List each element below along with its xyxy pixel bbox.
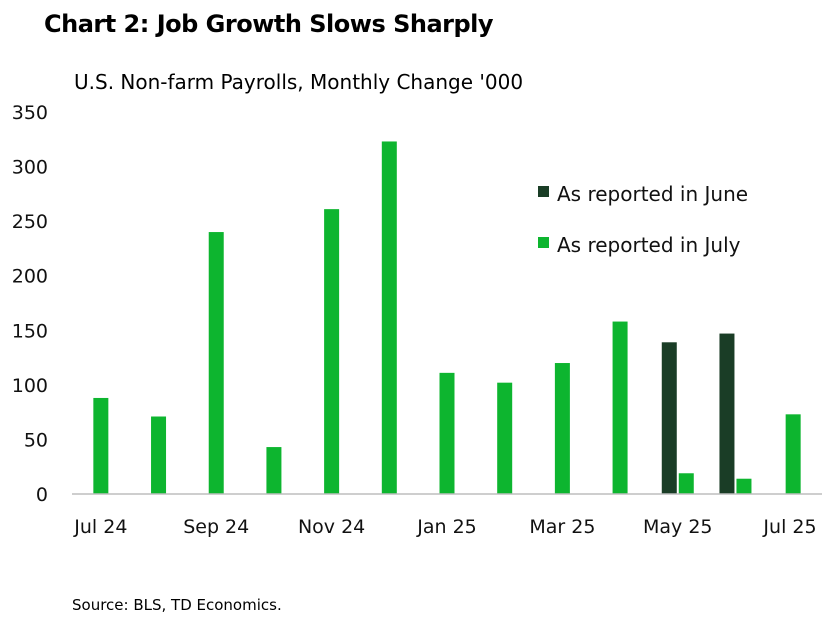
bar-july-sep-24 bbox=[208, 232, 224, 495]
bar-july-aug-24 bbox=[151, 416, 167, 494]
bar-july-jul-24 bbox=[93, 397, 109, 494]
bar-june-may-25 bbox=[661, 342, 677, 494]
y-tick-label: 50 bbox=[24, 429, 48, 451]
x-tick-label: Nov 24 bbox=[298, 516, 365, 538]
bar-july-may-25 bbox=[678, 473, 694, 494]
bar-july-nov-24 bbox=[324, 209, 340, 494]
legend-swatch bbox=[538, 186, 549, 197]
bar-july-oct-24 bbox=[266, 447, 282, 494]
bar-july-jan-25 bbox=[439, 372, 455, 494]
legend-swatch bbox=[538, 237, 549, 248]
chart-title: Chart 2: Job Growth Slows Sharply bbox=[44, 10, 494, 38]
bar-june-jun-25 bbox=[719, 333, 735, 494]
y-tick-label: 200 bbox=[12, 266, 48, 288]
x-tick-label: May 25 bbox=[643, 516, 713, 538]
y-tick-label: 150 bbox=[12, 320, 48, 342]
legend-label: As reported in June bbox=[557, 182, 748, 206]
legend: As reported in June As reported in July bbox=[538, 182, 748, 257]
y-tick-label: 100 bbox=[12, 375, 48, 397]
x-axis: Jul 24 Sep 24 Nov 24 Jan 25 Mar 25 May 25 Jul … bbox=[73, 516, 816, 538]
bar-july-feb-25 bbox=[497, 382, 513, 494]
x-tick-label: Jan 25 bbox=[416, 516, 477, 538]
bar-july-dec-24 bbox=[381, 141, 397, 494]
x-tick-label: Jul 25 bbox=[762, 516, 816, 538]
bar-july-apr-25 bbox=[612, 321, 628, 494]
x-tick-label: Sep 24 bbox=[183, 516, 249, 538]
x-tick-label: Jul 24 bbox=[73, 516, 127, 538]
y-tick-label: 0 bbox=[36, 484, 48, 506]
x-tick-label: Mar 25 bbox=[529, 516, 595, 538]
legend-label: As reported in July bbox=[557, 233, 741, 257]
bars bbox=[93, 141, 801, 495]
y-tick-label: 250 bbox=[12, 211, 48, 233]
bar-july-mar-25 bbox=[554, 363, 570, 494]
bar-july-jun-25 bbox=[736, 478, 752, 494]
chart-source: Source: BLS, TD Economics. bbox=[72, 596, 282, 614]
y-axis: 0 50 100 150 200 250 300 350 bbox=[12, 102, 48, 506]
y-tick-label: 300 bbox=[12, 157, 48, 179]
chart-subtitle: U.S. Non-farm Payrolls, Monthly Change '… bbox=[74, 70, 524, 94]
bar-july-jul-25 bbox=[785, 414, 801, 494]
y-tick-label: 350 bbox=[12, 102, 48, 124]
